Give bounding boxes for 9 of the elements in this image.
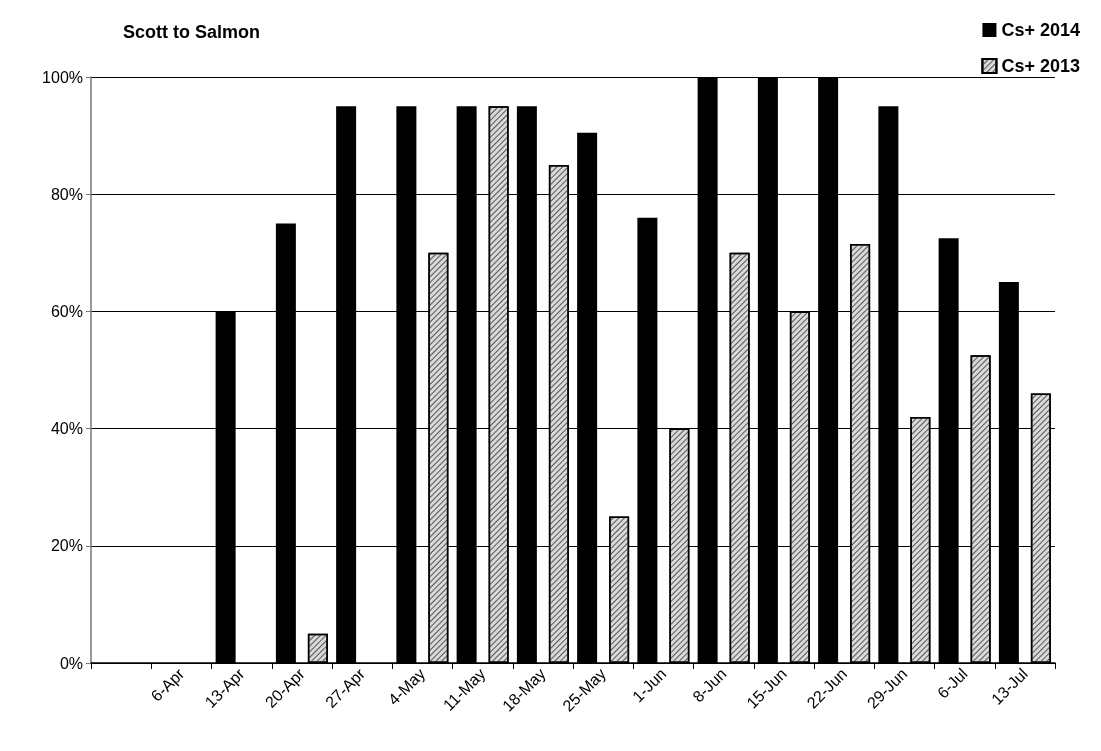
y-tick-label: 100%: [42, 68, 83, 86]
y-tick-label: 20%: [50, 537, 83, 555]
y-tick-label: 0%: [59, 654, 83, 672]
legend-label: Cs+ 2013: [1001, 56, 1081, 76]
chart-title: Scott to Salmon: [123, 22, 261, 42]
y-tick-label: 80%: [50, 185, 83, 203]
legend-label: Cs+ 2014: [1001, 20, 1081, 40]
y-tick-label: 40%: [50, 420, 83, 438]
y-tick-label: 60%: [50, 302, 83, 320]
